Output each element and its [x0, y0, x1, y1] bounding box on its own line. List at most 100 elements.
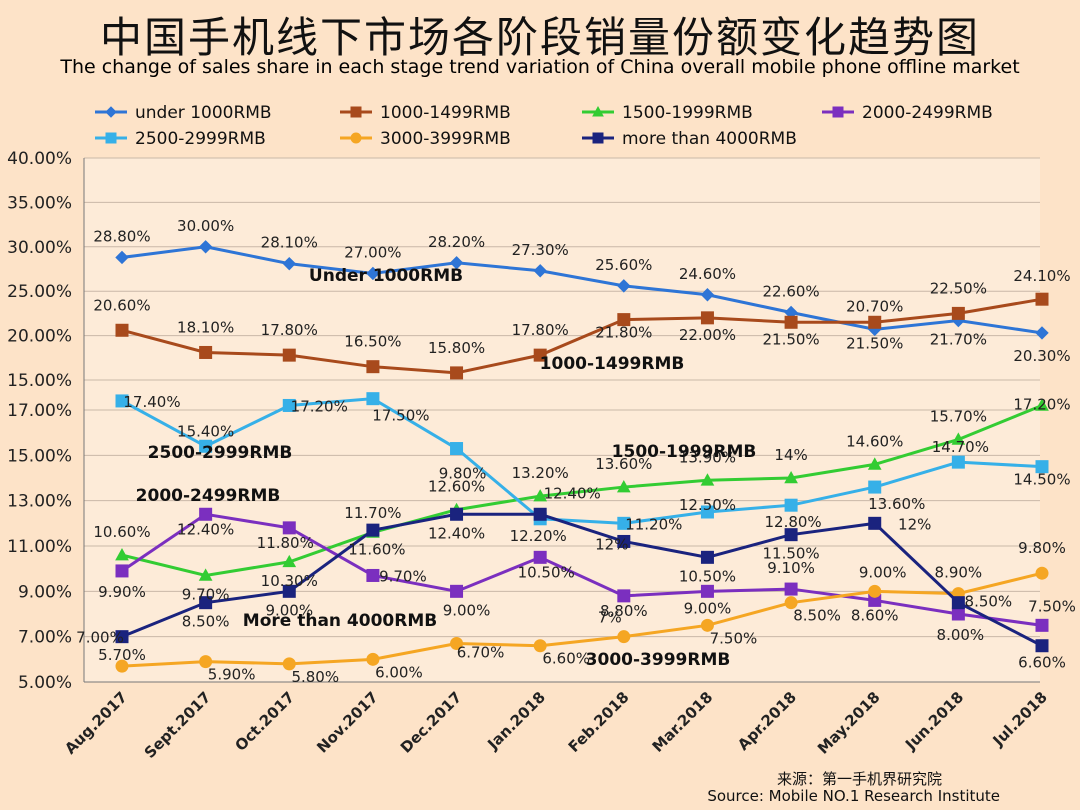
series-line — [121, 512, 1043, 627]
data-label: 14% — [774, 446, 807, 464]
data-label: 10.50% — [518, 563, 575, 581]
y-tick-label: 11.00% — [7, 537, 72, 557]
data-label: 5.70% — [98, 646, 146, 664]
legend-item: 2500-2999RMB — [95, 129, 266, 149]
data-label: 25.60% — [595, 256, 652, 274]
data-label: 18.10% — [177, 318, 234, 336]
data-point — [450, 366, 464, 380]
data-label: 10.50% — [679, 567, 736, 585]
data-label: 15.70% — [930, 407, 987, 425]
data-label: 6.60% — [1018, 654, 1066, 672]
data-label: 9.80% — [439, 465, 487, 483]
data-label: 9.90% — [98, 583, 146, 601]
inline-series-label: 1000-1499RMB — [540, 354, 685, 374]
data-point — [700, 288, 715, 302]
data-label: 21.50% — [846, 334, 903, 352]
x-tick-label: May.2018 — [814, 688, 884, 758]
data-point — [115, 394, 129, 408]
data-point — [115, 548, 129, 561]
data-label: 6.00% — [375, 663, 423, 681]
legend-item: 1500-1999RMB — [582, 103, 753, 123]
data-label: 9.00% — [265, 601, 313, 619]
data-label: 17.80% — [261, 321, 318, 339]
data-label: 13.20% — [512, 464, 569, 482]
data-label: 15.40% — [177, 422, 234, 440]
data-point — [198, 240, 213, 254]
data-point — [617, 534, 631, 548]
data-label: 10.60% — [93, 523, 150, 541]
data-label: 11.70% — [344, 504, 401, 522]
data-label: 5.90% — [208, 666, 256, 684]
data-label: 15.80% — [428, 339, 485, 357]
x-tick-label: Jun.2018 — [901, 688, 967, 754]
data-label: 8.00% — [937, 626, 985, 644]
data-label: 7.00% — [76, 629, 124, 647]
series-line — [121, 512, 1043, 648]
y-tick-label: 9.00% — [18, 582, 72, 602]
data-point — [199, 596, 213, 610]
data-label: 22.50% — [930, 279, 987, 297]
data-label: 20.30% — [1013, 347, 1070, 365]
series-2500-2999rmb — [115, 392, 1049, 530]
legend-label: 2500-2999RMB — [135, 129, 266, 149]
data-point — [199, 655, 213, 669]
data-point — [1035, 618, 1049, 632]
series-line — [121, 245, 1043, 335]
data-point — [700, 311, 714, 325]
data-label: 13.60% — [868, 495, 925, 513]
series-1000-1499rmb — [115, 292, 1049, 380]
data-label: 20.70% — [846, 297, 903, 315]
data-point — [951, 596, 965, 610]
data-point — [450, 507, 464, 521]
data-point — [450, 584, 464, 598]
source-english: Source: Mobile NO.1 Research Institute — [707, 787, 1000, 805]
data-point — [784, 315, 798, 329]
data-label: 6.60% — [542, 650, 590, 668]
data-label: 7% — [598, 609, 622, 627]
data-point — [282, 657, 296, 671]
data-point — [700, 618, 714, 632]
data-point — [1035, 566, 1049, 580]
data-label: 12% — [898, 515, 931, 533]
data-point — [784, 596, 798, 610]
data-point — [282, 584, 296, 598]
data-label: 16.50% — [344, 333, 401, 351]
data-point — [617, 313, 631, 327]
data-point — [366, 568, 380, 582]
data-point — [1035, 398, 1049, 411]
data-label: 9.00% — [684, 599, 732, 617]
data-label: 17.20% — [1013, 395, 1070, 413]
data-label: 12.40% — [177, 520, 234, 538]
series-under-1000rmb — [115, 240, 1049, 340]
legend-label: 1000-1499RMB — [380, 103, 511, 123]
data-label: 8.50% — [793, 607, 841, 625]
data-label: 11.60% — [348, 540, 405, 558]
data-point — [617, 279, 631, 293]
data-label: 5.80% — [291, 668, 339, 686]
data-point — [366, 392, 380, 406]
data-point — [350, 132, 362, 144]
data-point — [282, 554, 297, 568]
data-point — [198, 568, 213, 581]
data-point — [282, 521, 296, 535]
data-label: 12.80% — [764, 513, 821, 531]
y-tick-label: 30.00% — [7, 238, 72, 258]
data-label: 8.50% — [182, 613, 230, 631]
x-tick-label: Feb.2018 — [565, 688, 633, 756]
data-point — [617, 589, 631, 603]
data-point — [1035, 460, 1049, 474]
data-point — [951, 306, 965, 320]
x-tick-label: Jan.2018 — [483, 688, 549, 754]
data-point — [617, 516, 631, 530]
data-point — [199, 345, 213, 359]
legend: under 1000RMB 1000-1499RMB 1500-1999RMB 200… — [95, 103, 993, 149]
data-label: 22.60% — [762, 283, 819, 301]
data-point — [366, 360, 380, 374]
y-tick-label: 13.00% — [7, 492, 72, 512]
data-label: 11.20% — [625, 515, 682, 533]
data-label: 13.90% — [679, 448, 736, 466]
data-label: 11.50% — [762, 545, 819, 563]
data-label: 9.70% — [379, 567, 427, 585]
series-line — [121, 297, 1043, 375]
data-label: 14.50% — [1013, 471, 1070, 489]
